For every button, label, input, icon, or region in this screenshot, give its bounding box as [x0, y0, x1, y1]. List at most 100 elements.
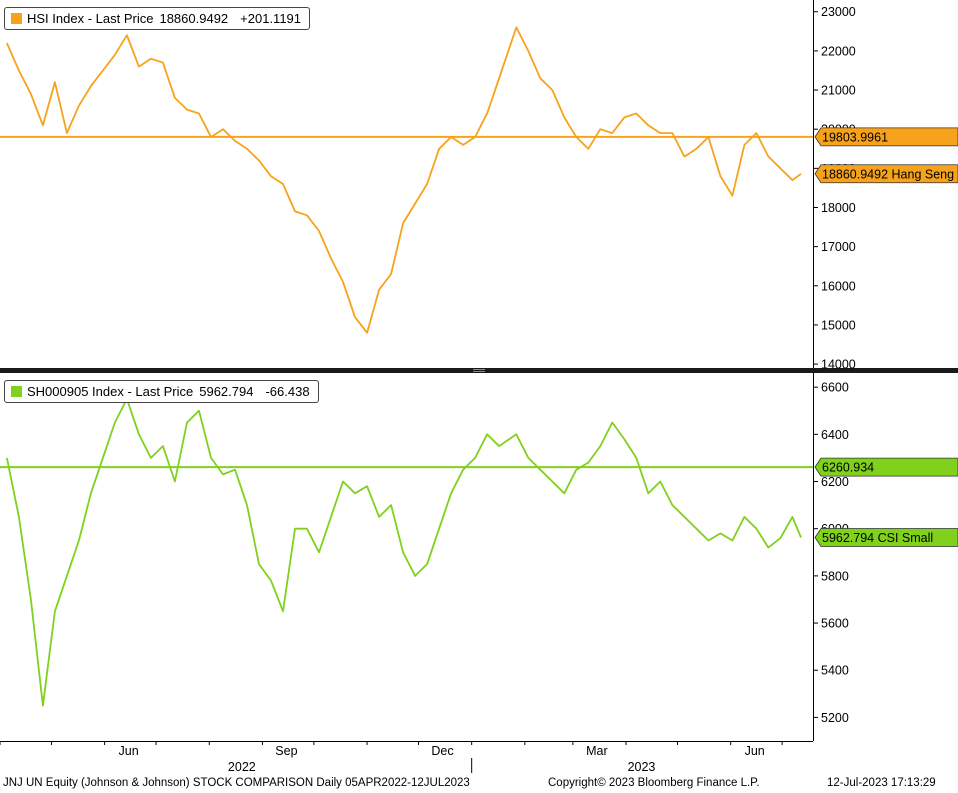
csi-legend-price-label: Last Price	[135, 384, 194, 399]
x-year-label: 2023	[628, 760, 656, 774]
csi-series-line	[6, 397, 802, 707]
csi-data-point	[551, 480, 553, 482]
hsi-data-point	[162, 62, 164, 64]
hsi-data-point	[731, 195, 733, 197]
hsi-series-line	[6, 26, 802, 334]
hsi-y-tick-label: 21000	[821, 84, 856, 98]
x-tick-label: Jun	[119, 744, 139, 758]
csi-data-point	[611, 421, 613, 423]
hsi-last-price-tag-text: 18860.9492 Hang Seng	[822, 167, 954, 181]
csi-reference-tag-text: 6260.934	[822, 461, 874, 475]
hsi-legend-change: +201.1191	[240, 11, 302, 26]
csi-data-point	[150, 457, 152, 459]
csi-data-point	[575, 469, 577, 471]
csi-data-point	[755, 528, 757, 530]
footer-description: JNJ UN Equity (Johnson & Johnson) STOCK …	[3, 777, 470, 789]
hsi-data-point	[791, 179, 793, 181]
hsi-data-point	[414, 202, 416, 204]
hsi-data-point	[659, 132, 661, 134]
csi-data-point	[474, 457, 476, 459]
csi-legend-change: -66.438	[265, 384, 310, 399]
csi-data-point	[683, 516, 685, 518]
hsi-data-point	[767, 155, 769, 157]
hsi-data-point	[611, 132, 613, 134]
csi-data-point	[366, 485, 368, 487]
hsi-data-point	[450, 136, 452, 138]
csi-data-point	[462, 469, 464, 471]
csi-data-point	[800, 536, 802, 538]
hsi-data-point	[438, 148, 440, 150]
hsi-data-point	[779, 167, 781, 169]
footer: JNJ UN Equity (Johnson & Johnson) STOCK …	[0, 775, 958, 793]
hsi-data-point	[623, 116, 625, 118]
csi-data-point	[174, 480, 176, 482]
hsi-data-point	[671, 132, 673, 134]
hsi-data-point	[306, 214, 308, 216]
hsi-y-tick-label: 14000	[821, 358, 856, 372]
hsi-data-point	[150, 58, 152, 60]
csi-data-point	[515, 433, 517, 435]
csi-y-tick-label: 5200	[821, 711, 849, 725]
csi-data-point	[210, 457, 212, 459]
hsi-data-point	[342, 281, 344, 283]
csi-data-point	[659, 480, 661, 482]
hsi-data-point	[354, 316, 356, 318]
hsi-y-tick-label: 22000	[821, 44, 856, 58]
csi-legend-swatch	[11, 386, 22, 397]
hsi-data-point	[755, 132, 757, 134]
hsi-y-tick-label: 15000	[821, 318, 856, 332]
hsi-data-point	[474, 136, 476, 138]
hsi-data-point	[78, 105, 80, 107]
csi-data-point	[486, 433, 488, 435]
hsi-legend-price-label: Last Price	[95, 11, 154, 26]
hsi-legend-last: 18860.9492	[159, 11, 229, 26]
csi-data-point	[54, 610, 56, 612]
csi-data-point	[318, 551, 320, 553]
hsi-data-point	[635, 112, 637, 114]
footer-copyright: Copyright© 2023 Bloomberg Finance L.P.	[548, 777, 760, 789]
hsi-legend-name: HSI Index	[27, 11, 85, 26]
hsi-y-tick-label: 16000	[821, 279, 856, 293]
csi-data-point	[342, 480, 344, 482]
csi-data-point	[719, 532, 721, 534]
hsi-data-point	[234, 140, 236, 142]
csi-data-point	[438, 528, 440, 530]
hsi-data-point	[114, 54, 116, 56]
x-tick-label: Mar	[586, 744, 608, 758]
hsi-data-point	[683, 155, 685, 157]
hsi-data-point	[539, 77, 541, 79]
hsi-data-point	[246, 148, 248, 150]
csi-legend-last: 5962.794	[199, 384, 254, 399]
hsi-data-point	[587, 148, 589, 150]
csi-legend: SH000905 Index - Last Price 5962.794 -66…	[4, 380, 319, 403]
hsi-data-point	[42, 124, 44, 126]
csi-data-point	[138, 433, 140, 435]
csi-data-point	[791, 516, 793, 518]
csi-data-point	[671, 504, 673, 506]
hsi-reference-tag: 19803.9961	[814, 127, 958, 147]
footer-timestamp: 12-Jul-2023 17:13:29	[827, 777, 936, 789]
x-tick-label: Sep	[275, 744, 297, 758]
hsi-data-point	[174, 97, 176, 99]
csi-data-point	[599, 445, 601, 447]
csi-y-tick-label: 6400	[821, 428, 849, 442]
csi-data-point	[378, 516, 380, 518]
csi-data-point	[246, 504, 248, 506]
csi-data-point	[258, 563, 260, 565]
csi-data-point	[162, 445, 164, 447]
hsi-data-point	[210, 136, 212, 138]
csi-data-point	[731, 539, 733, 541]
hsi-data-point	[18, 69, 20, 71]
csi-data-point	[90, 492, 92, 494]
hsi-data-point	[402, 222, 404, 224]
hsi-reference-tag-text: 19803.9961	[822, 130, 888, 144]
csi-data-point	[426, 563, 428, 565]
hsi-data-point	[54, 81, 56, 83]
hsi-data-point	[498, 77, 500, 79]
hsi-data-point	[707, 136, 709, 138]
csi-y-tick-label: 6200	[821, 475, 849, 489]
panel-divider	[0, 368, 958, 373]
csi-last-price-tag-text: 5962.794 CSI Small	[822, 531, 933, 545]
csi-data-point	[587, 462, 589, 464]
hsi-data-point	[719, 175, 721, 177]
